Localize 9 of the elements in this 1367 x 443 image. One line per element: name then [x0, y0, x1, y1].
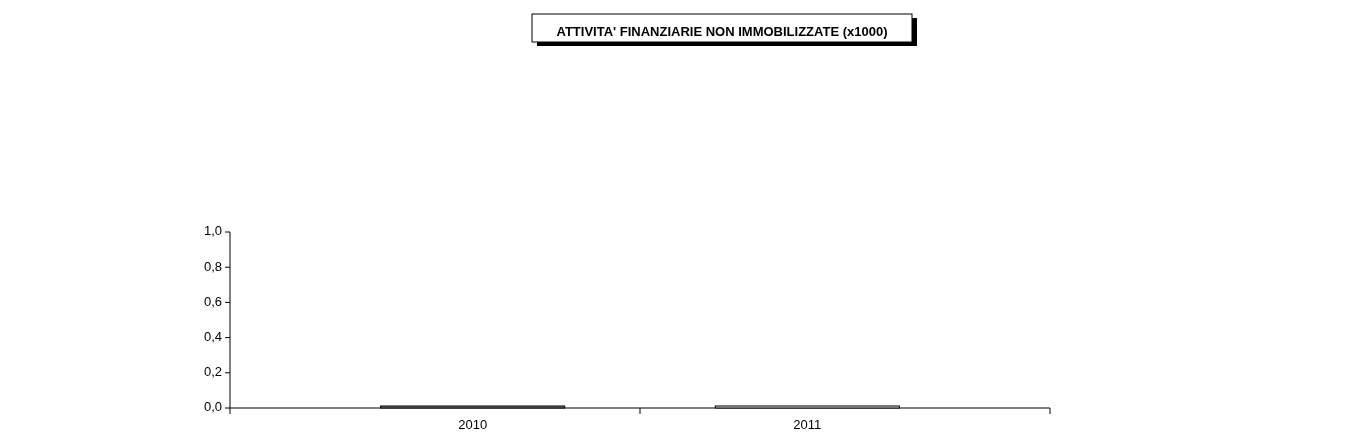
- x-tick-label: 2011: [793, 417, 822, 433]
- y-tick-label: 0,6: [203, 293, 222, 309]
- x-tick-label: 2010: [458, 417, 488, 433]
- y-tick-label: 0,0: [203, 399, 222, 415]
- y-tick-label: 0,8: [203, 258, 222, 274]
- chart-title: ATTIVITA' FINANZIARIE NON IMMOBILIZZATE (x1000): [556, 24, 888, 40]
- y-tick-label: 1,0: [203, 223, 222, 239]
- y-tick-label: 0,2: [203, 364, 222, 380]
- y-tick-label: 0,4: [203, 329, 222, 345]
